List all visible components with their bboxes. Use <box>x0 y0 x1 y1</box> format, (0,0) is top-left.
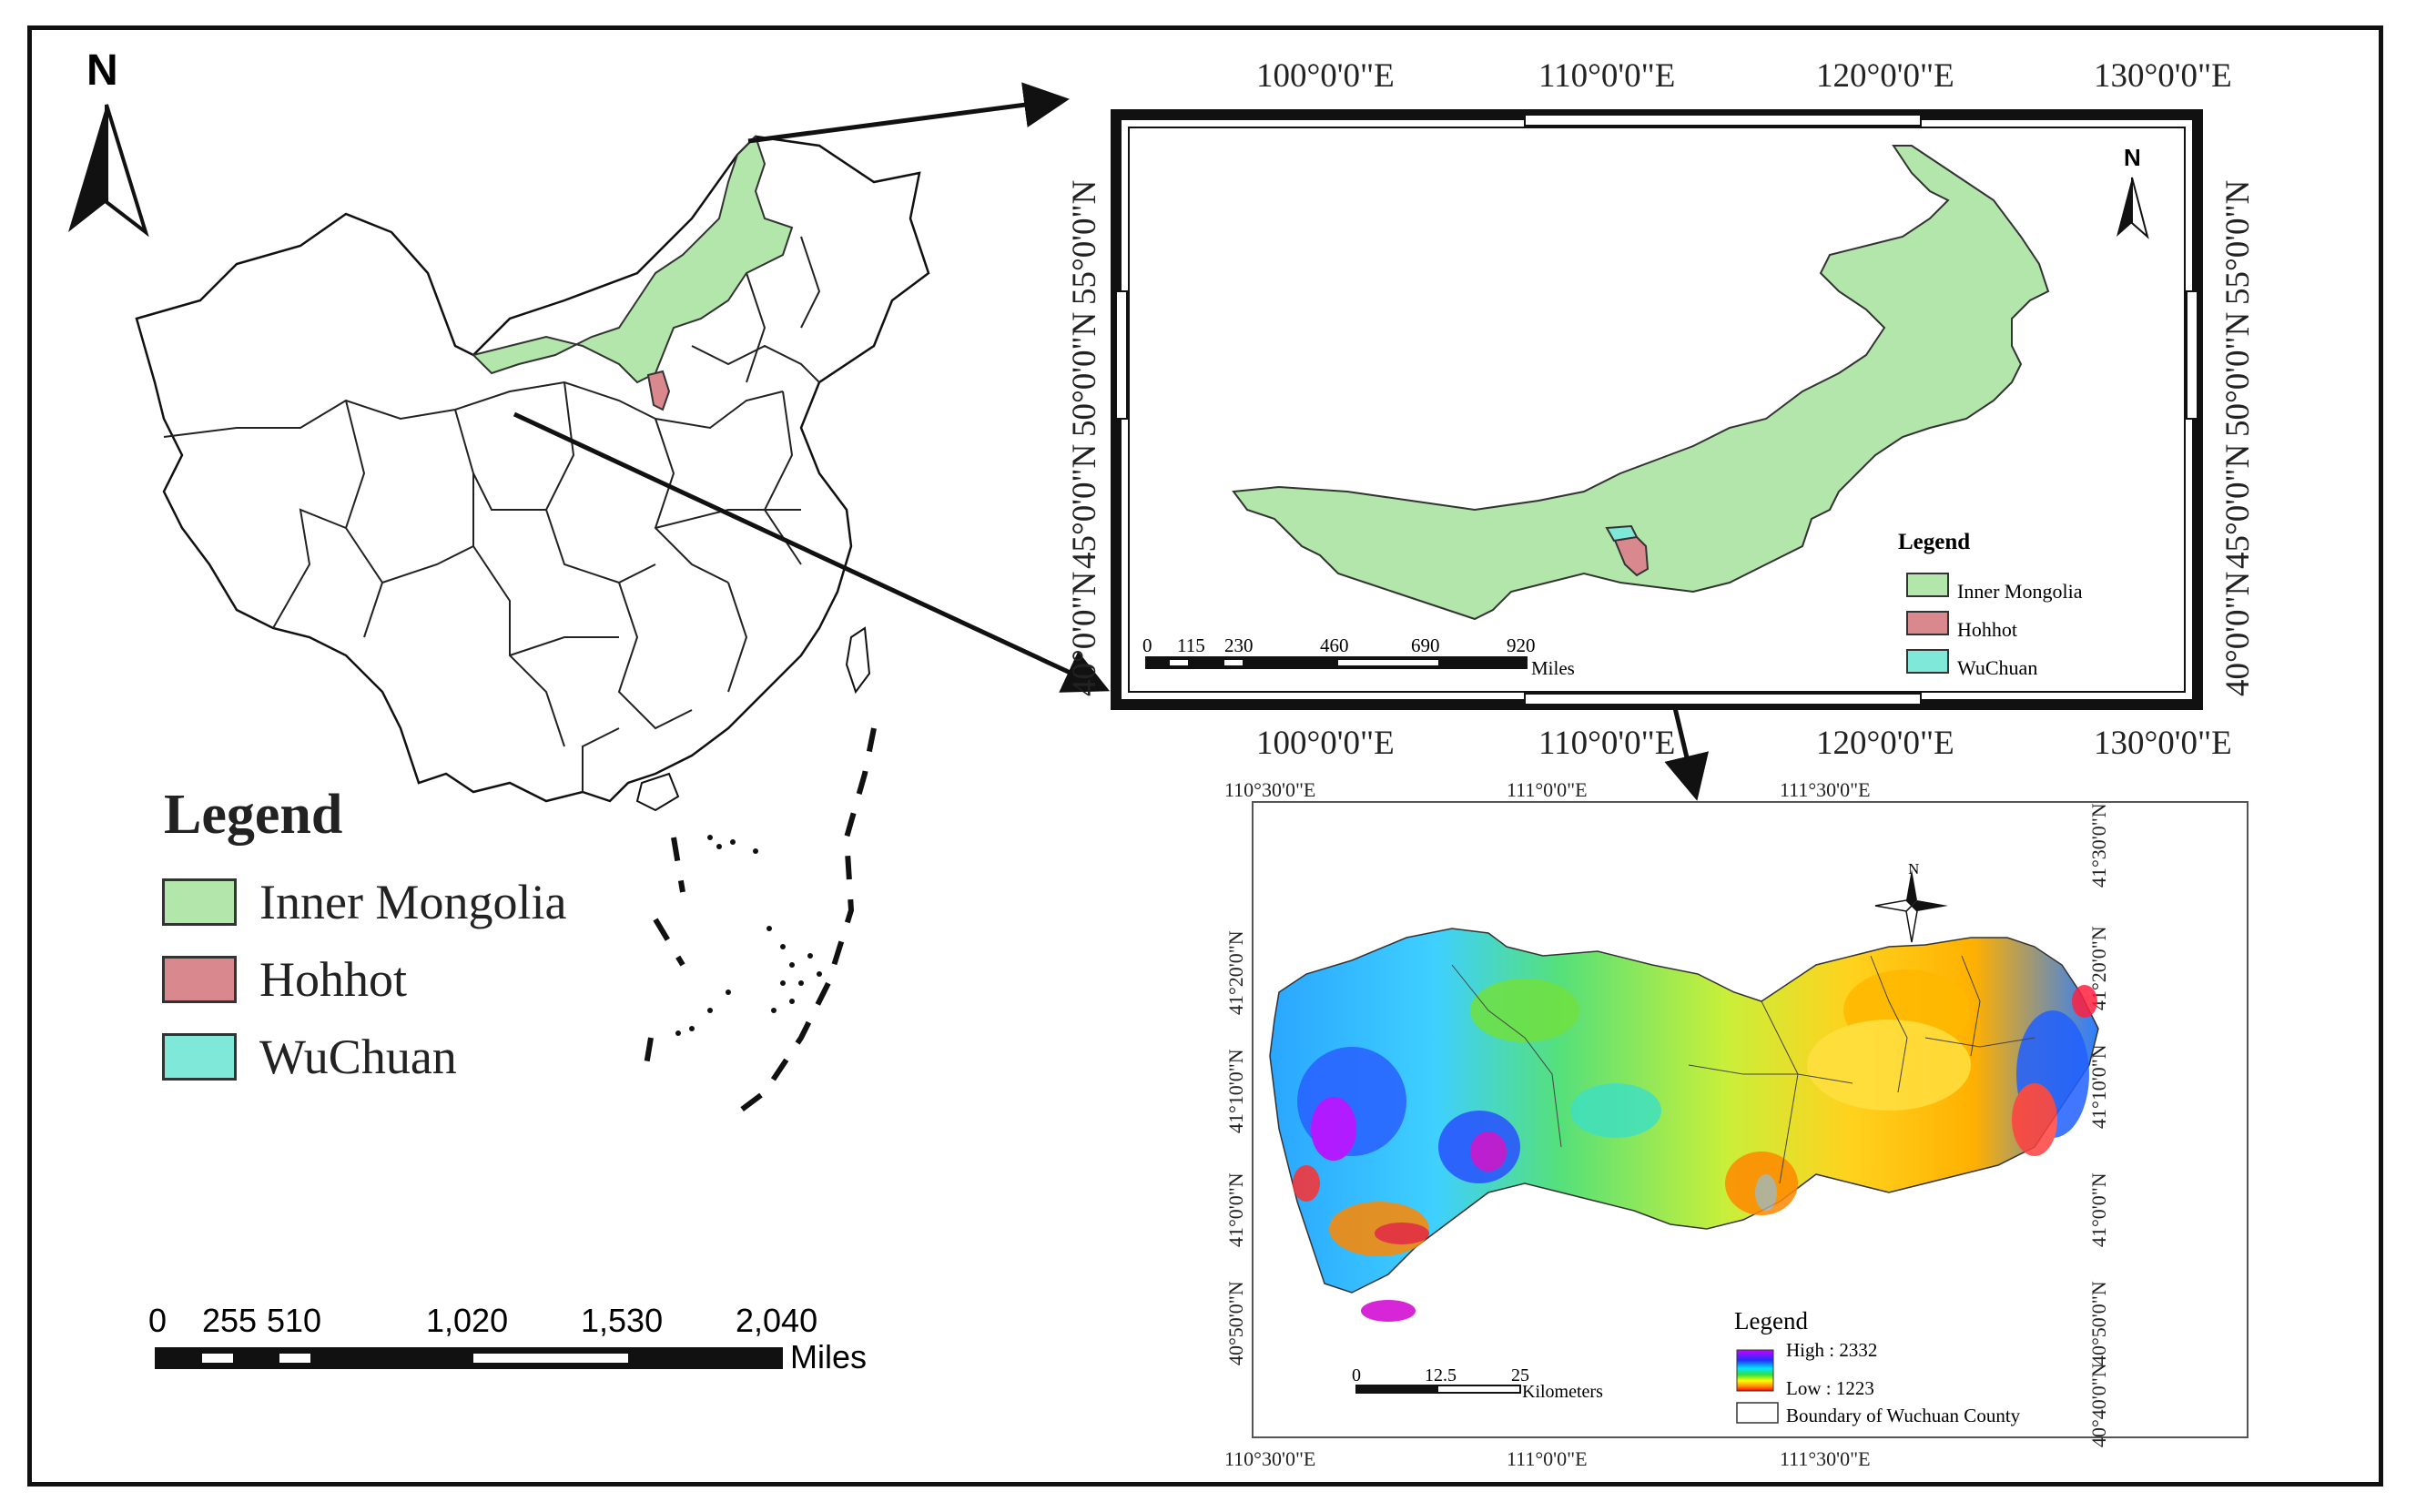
figure-frame <box>27 25 2383 1487</box>
lon-label: 110°0'0"E <box>1538 725 1676 762</box>
scale-unit: Kilometers <box>1522 1382 1603 1402</box>
legend-item-inner-mongolia: Inner Mongolia <box>259 875 567 929</box>
lat-label: 45°0'0"N <box>2219 443 2257 569</box>
legend-title: Legend <box>164 784 343 846</box>
legend-item-inner-mongolia: Inner Mongolia <box>1957 580 2083 603</box>
hainan-island <box>635 772 680 812</box>
scale-tick: 510 <box>267 1302 322 1339</box>
scale-unit: Miles <box>790 1338 868 1375</box>
lat-label: 40°50'0"N <box>1224 1281 1247 1365</box>
scale-tick: 460 <box>1320 634 1349 656</box>
legend-item-wuchuan: WuChuan <box>1957 656 2038 679</box>
legend-swatch-inner-mongolia <box>162 878 237 926</box>
lon-label: 120°0'0"E <box>1816 57 1954 95</box>
lon-label: 110°30'0"E <box>1224 1447 1316 1470</box>
lon-label: 111°0'0"E <box>1507 778 1588 801</box>
north-label: N <box>1908 860 1920 878</box>
taiwan-island <box>845 626 871 695</box>
legend-high: High : 2332 <box>1786 1339 1878 1361</box>
lat-label: 50°0'0"N <box>2219 311 2257 437</box>
inner-mongolia-map <box>1111 109 2203 710</box>
legend-item-wuchuan: WuChuan <box>259 1030 457 1084</box>
wuchuan-region <box>1605 524 1639 543</box>
south-china-sea-boundary <box>644 727 877 1122</box>
scale-tick: 1,020 <box>426 1302 509 1339</box>
scale-bar <box>155 1347 783 1369</box>
north-label: N <box>86 46 118 95</box>
lat-label: 41°0'0"N <box>1224 1172 1247 1247</box>
inner-mongolia-region <box>1232 145 2050 621</box>
wuchuan-dem-map <box>1269 869 2099 1424</box>
north-label: N <box>2124 144 2141 171</box>
lon-label: 100°0'0"E <box>1256 725 1395 762</box>
scale-tick: 255 <box>202 1302 258 1339</box>
lat-label: 40°0'0"N <box>1066 571 1103 696</box>
scale-tick: 230 <box>1224 634 1254 656</box>
scale-tick: 25 <box>1511 1365 1529 1385</box>
legend-title: Legend <box>1898 530 1971 554</box>
china-outline <box>135 135 930 803</box>
scale-tick: 2,040 <box>736 1302 818 1339</box>
legend-title: Legend <box>1734 1307 1808 1334</box>
scale-tick: 690 <box>1411 634 1440 656</box>
legend-item-hohhot: Hohhot <box>1957 618 2017 641</box>
hohhot-region <box>646 370 671 411</box>
lat-label: 41°20'0"N <box>1224 930 1247 1015</box>
lon-label: 130°0'0"E <box>2094 725 2232 762</box>
scale-tick: 12.5 <box>1425 1365 1457 1385</box>
legend-boundary: Boundary of Wuchuan County <box>1786 1405 2021 1426</box>
inner-mongolia-region <box>472 135 794 384</box>
lon-label: 111°30'0"E <box>1780 778 1871 801</box>
legend-item-hohhot: Hohhot <box>259 952 407 1007</box>
scale-tick: 1,530 <box>581 1302 664 1339</box>
lon-label: 130°0'0"E <box>2094 57 2232 95</box>
legend-swatch-hohhot <box>162 956 237 1003</box>
lon-label: 110°0'0"E <box>1538 57 1676 95</box>
scale-tick: 0 <box>1352 1365 1361 1385</box>
north-arrow-icon <box>68 104 149 237</box>
lon-label: 111°0'0"E <box>1507 1447 1588 1470</box>
scale-tick: 0 <box>1142 634 1152 656</box>
lat-label: 55°0'0"N <box>2219 179 2257 305</box>
scale-tick: 920 <box>1507 634 1536 656</box>
legend-low: Low : 1223 <box>1786 1377 1874 1399</box>
lat-label: 40°0'0"N <box>2219 571 2257 696</box>
lat-label: 41°10'0"N <box>1224 1049 1247 1133</box>
scale-unit: Miles <box>1531 657 1575 679</box>
lat-label: 50°0'0"N <box>1066 311 1103 437</box>
scale-tick: 115 <box>1177 634 1205 656</box>
lat-label: 45°0'0"N <box>1066 443 1103 569</box>
legend-swatch-wuchuan <box>162 1033 237 1081</box>
china-map <box>135 135 930 1122</box>
lon-label: 110°30'0"E <box>1224 778 1316 801</box>
lon-label: 111°30'0"E <box>1780 1447 1871 1470</box>
lon-label: 100°0'0"E <box>1256 57 1395 95</box>
lon-label: 120°0'0"E <box>1816 725 1954 762</box>
lat-label: 55°0'0"N <box>1066 179 1103 305</box>
scale-tick: 0 <box>148 1302 167 1339</box>
